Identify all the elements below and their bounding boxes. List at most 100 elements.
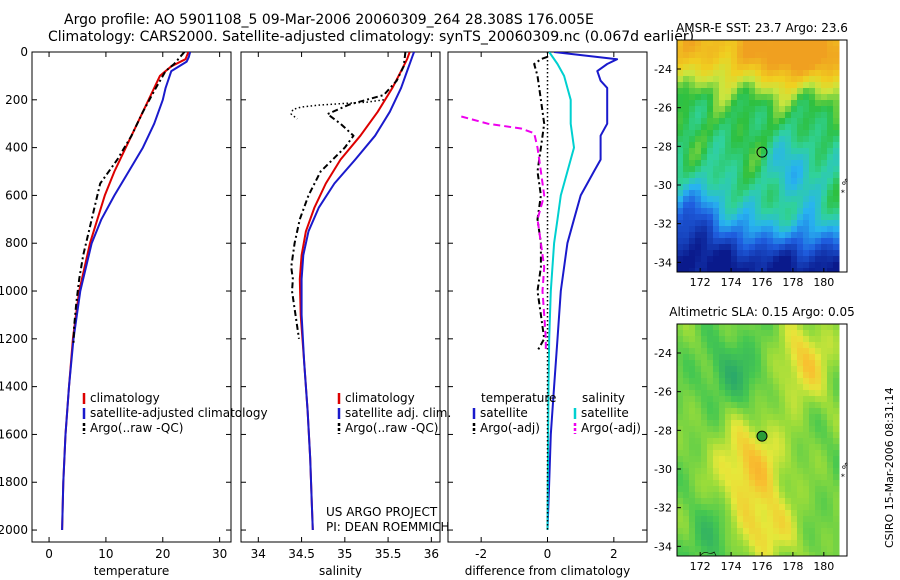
heatmap-cell [707,166,714,173]
heatmap-cell [695,348,702,355]
heatmap-cell [833,40,840,47]
heatmap-cell [677,46,684,53]
series-group [61,52,192,531]
heatmap-cell [821,420,828,427]
heatmap-cell [743,94,750,101]
heatmap-cell [809,148,816,155]
heatmap-cell [797,190,804,197]
heatmap-cell [833,456,840,463]
heatmap-cell [767,402,774,409]
legend-heading-temperature: temperature [481,391,556,405]
heatmap-cell [725,486,732,493]
x-tick-label: 174 [721,276,742,289]
heatmap-cell [677,112,684,119]
heatmap-cell [785,330,792,337]
heatmap-cell [701,348,708,355]
heatmap-cell [677,402,684,409]
heatmap-cell [743,432,750,439]
heatmap-cell [761,540,768,547]
heatmap-cell [833,498,840,505]
heatmap-cell [809,354,816,361]
heatmap-cell [773,100,780,107]
heatmap-cell [683,100,690,107]
heatmap-cell [797,342,804,349]
heatmap-cell [827,390,834,397]
heatmap-cell [767,130,774,137]
heatmap-cell [767,474,774,481]
heatmap-cell [803,342,810,349]
heatmap-cell [821,474,828,481]
heatmap-cell [833,468,840,475]
heatmap-cell [737,232,744,239]
heatmap-cell [827,190,834,197]
heatmap-cell [773,88,780,95]
series-line-argo-raw-qc- [290,52,407,339]
heatmap-cell [779,226,786,233]
heatmap-cell [701,444,708,451]
heatmap-cell [701,480,708,487]
heatmap-cell [695,510,702,517]
heatmap-cell [767,498,774,505]
heatmap-cell [803,40,810,47]
heatmap-cell [713,190,720,197]
heatmap-cell [683,178,690,185]
heatmap-cell [725,172,732,179]
heatmap-cell [803,498,810,505]
heatmap-cell [695,154,702,161]
legend-entry-label: satellite-adjusted climatology [90,406,268,420]
heatmap-cell [719,112,726,119]
heatmap-cell [809,402,816,409]
heatmap-cell [767,366,774,373]
heatmap-cell [725,468,732,475]
heatmap-cell [743,58,750,65]
heatmap-cell [683,262,690,269]
heatmap-cell [797,136,804,143]
heatmap-cell [749,372,756,379]
heatmap-cell [827,378,834,385]
heatmap-cell [725,354,732,361]
heatmap-cell [821,372,828,379]
heatmap-cell [677,142,684,149]
heatmap-cell [827,166,834,173]
heatmap-cell [701,88,708,95]
heatmap-cell [809,474,816,481]
heatmap-cell [689,142,696,149]
heatmap-cell [821,154,828,161]
heatmap-cell [767,118,774,125]
heatmap-cell [773,220,780,227]
heatmap-cell [707,534,714,541]
heatmap-cell [785,408,792,415]
heatmap-cell [743,408,750,415]
series-line-salinity-argo-adj- [461,115,547,351]
heatmap-cell [701,516,708,523]
heatmap-cell [779,202,786,209]
heatmap-cell [677,178,684,185]
heatmap-cell [785,546,792,553]
heatmap-cell [701,220,708,227]
heatmap-cell [725,202,732,209]
heatmap-cell [833,372,840,379]
heatmap-cell [707,52,714,59]
heatmap-cell [683,190,690,197]
heatmap-cell [719,166,726,173]
heatmap-cell [749,208,756,215]
heatmap-cell [689,70,696,77]
heatmap-cell [737,160,744,167]
heatmap-cell [761,420,768,427]
y-tick-label: -34 [654,540,672,553]
heatmap-cell [695,214,702,221]
heatmap-cell [707,546,714,553]
heatmap-cell [797,154,804,161]
heatmap-cell [803,486,810,493]
heatmap-cell [713,100,720,107]
heatmap-cell [767,238,774,245]
heatmap-cell [767,250,774,257]
heatmap-cell [695,52,702,59]
heatmap-cell [821,402,828,409]
heatmap-cell [701,492,708,499]
heatmap-cell [809,342,816,349]
heatmap-cell [827,504,834,511]
heatmap-cell [677,58,684,65]
heatmap-cell [695,390,702,397]
heatmap-cell [821,70,828,77]
